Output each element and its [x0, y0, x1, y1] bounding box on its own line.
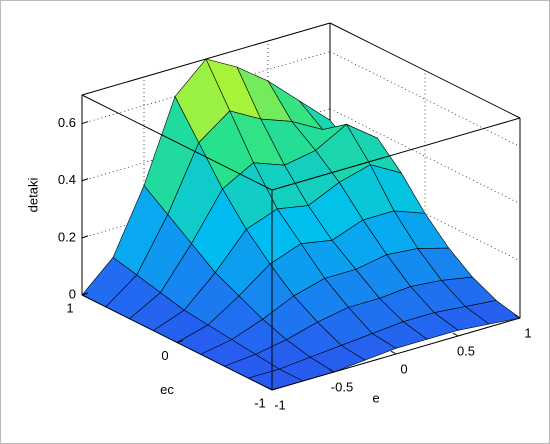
x-tick-label: -0.5: [331, 379, 353, 394]
z-tick-label: 0.4: [58, 172, 76, 187]
z-tick-label: 0.6: [58, 115, 76, 130]
x-tick-label: -1: [274, 397, 286, 412]
tick-mark: [81, 121, 89, 125]
x-axis-label: e: [372, 390, 379, 405]
y-tick-label: -1: [254, 395, 266, 410]
tick-mark: [81, 235, 89, 239]
box-edge: [81, 94, 273, 191]
box-edge: [271, 117, 521, 191]
tick-mark: [390, 350, 397, 355]
z-axis-label: detaki: [25, 178, 40, 213]
y-tick-label: 1: [66, 300, 73, 315]
surface: [81, 58, 521, 391]
tick-mark: [81, 178, 89, 182]
y-axis-label: ec: [160, 382, 174, 397]
x-tick-label: 0.5: [457, 343, 475, 358]
z-tick-label: 0: [69, 286, 76, 301]
y-tick-label: 0: [161, 348, 168, 363]
tick-mark: [266, 386, 273, 391]
x-tick-label: 1: [524, 325, 531, 340]
tick-mark: [328, 368, 335, 373]
tick-mark: [452, 332, 459, 337]
x-tick-label: 0: [400, 361, 407, 376]
tick-mark: [271, 387, 279, 391]
tick-mark: [81, 292, 89, 296]
tick-mark: [176, 340, 184, 343]
tick-mark: [514, 314, 521, 319]
box-edge: [329, 22, 521, 119]
z-tick-label: 0.2: [58, 229, 76, 244]
